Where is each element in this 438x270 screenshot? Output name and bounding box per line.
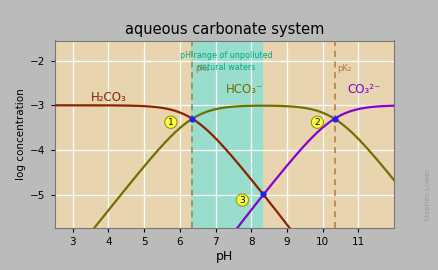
Text: 3: 3 [240, 195, 245, 204]
Text: CO₃²⁻: CO₃²⁻ [348, 83, 381, 96]
Text: pK₁: pK₁ [195, 64, 209, 73]
Title: aqueous carbonate system: aqueous carbonate system [125, 22, 324, 36]
Text: pK₂: pK₂ [337, 64, 352, 73]
Text: H₂CO₃: H₂CO₃ [91, 91, 126, 104]
Text: pH range of unpolluted
natural waters: pH range of unpolluted natural waters [180, 51, 272, 72]
Text: 2: 2 [314, 118, 320, 127]
Text: 1: 1 [168, 118, 174, 127]
Text: Stephen Lower: Stephen Lower [425, 169, 431, 221]
Text: HCO₃⁻: HCO₃⁻ [226, 83, 264, 96]
Y-axis label: log concentration: log concentration [16, 89, 26, 180]
X-axis label: pH: pH [216, 250, 233, 263]
Bar [191, 40, 262, 228]
